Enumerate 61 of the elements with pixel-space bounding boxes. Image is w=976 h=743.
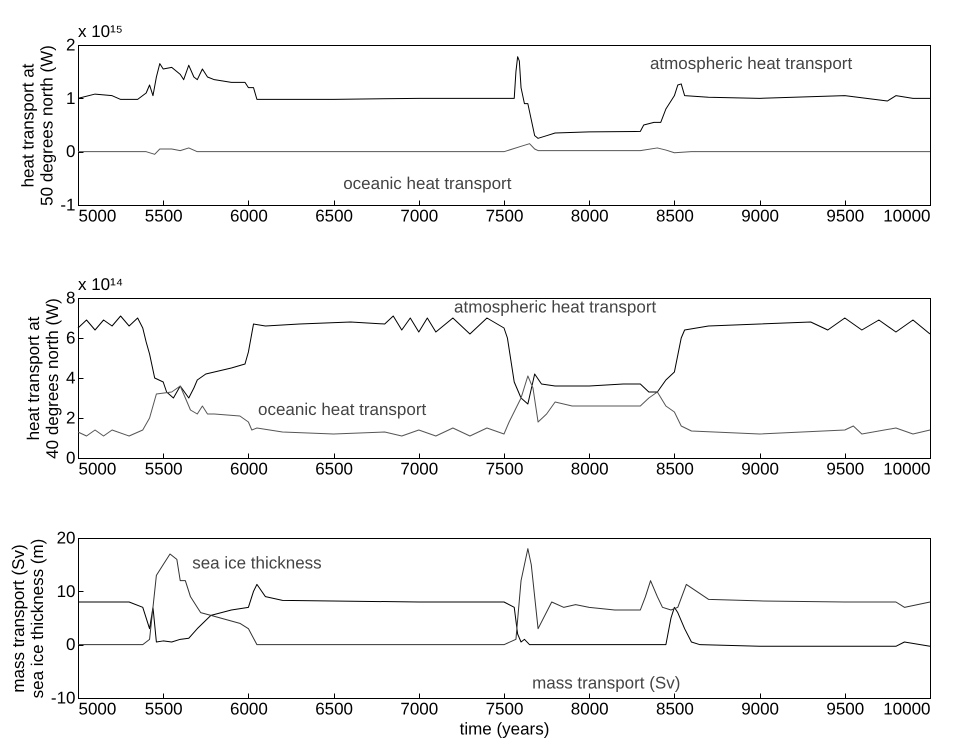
x-tick-label: 5500 — [144, 206, 183, 226]
y-axis-title: heat transport at 50 degrees north (W) — [18, 45, 56, 206]
y-tick-label: 1 — [66, 88, 76, 108]
x-tick-label: 7500 — [486, 700, 524, 718]
x-tick-label: 6000 — [230, 460, 268, 478]
x-tick-label: 8000 — [570, 460, 609, 478]
x-tick-label: 9000 — [741, 460, 780, 478]
x-tick-label: 6500 — [315, 700, 354, 718]
x-tick-label: 5500 — [144, 700, 183, 718]
text: x 10¹⁵ — [78, 22, 123, 41]
x-tick-label: 9000 — [741, 206, 780, 226]
y-tick-label: -1 — [60, 196, 76, 214]
y-tick-label: 0 — [66, 635, 76, 654]
y-tick-label: 0 — [66, 448, 76, 468]
y-tick-label: 2 — [66, 36, 76, 54]
x-tick-label: 8000 — [570, 206, 609, 226]
x-tick-label: 6000 — [230, 206, 268, 226]
x-tick-label: 5000 — [78, 460, 116, 478]
x-tick-label: 8500 — [656, 206, 694, 226]
x-axis-title: time (years) — [460, 720, 550, 738]
y-tick-label: 2 — [66, 408, 76, 428]
x-tick-label: 10000 — [883, 460, 930, 478]
x-tick-label: 7500 — [486, 206, 524, 226]
series-label: atmospheric heat transport — [454, 298, 657, 317]
x-tick-label: 5500 — [144, 460, 183, 478]
x-tick-label: 8500 — [656, 700, 694, 718]
x-tick-label: 8500 — [656, 460, 694, 478]
line-series — [78, 143, 930, 155]
x-tick-label: 7000 — [400, 460, 438, 478]
x-tick-label: 7000 — [400, 700, 438, 718]
series-label: sea ice thickness — [192, 554, 322, 573]
series-label: oceanic heat transport — [258, 400, 427, 419]
line-series — [78, 376, 930, 436]
x-tick-label: 10000 — [883, 206, 930, 226]
x-tick-label: 5000 — [78, 206, 116, 226]
y-tick-label: 6 — [66, 328, 76, 348]
text: x 10¹⁴ — [78, 275, 124, 294]
y-tick-label: 10 — [56, 582, 76, 601]
x-tick-label: 9500 — [826, 460, 864, 478]
x-tick-label: 7000 — [400, 206, 438, 226]
y-axis-title: mass transport (Sv) sea ice thickness (m) — [8, 538, 47, 698]
x-tick-label: 9500 — [826, 700, 864, 718]
y-tick-label: -10 — [50, 688, 76, 708]
x-tick-label: 8000 — [570, 700, 609, 718]
x-tick-label: 10000 — [883, 700, 930, 718]
series-label: mass transport (Sv) — [532, 674, 680, 693]
x-tick-label: 6000 — [230, 700, 268, 718]
x-tick-label: 5000 — [78, 700, 116, 718]
y-axis-title: heat transport at 40 degrees north (W) — [24, 298, 62, 459]
x-tick-label: 6500 — [315, 460, 354, 478]
line-series — [78, 548, 930, 646]
y-tick-label: 20 — [56, 528, 76, 548]
x-tick-label: 9500 — [826, 206, 864, 226]
series-label: oceanic heat transport — [343, 174, 512, 194]
x-tick-label: 9000 — [741, 700, 780, 718]
y-tick-label: 4 — [66, 368, 76, 388]
y-tick-label: 0 — [66, 142, 76, 162]
x-tick-label: 6500 — [315, 206, 354, 226]
y-tick-label: 8 — [66, 288, 76, 308]
x-tick-label: 7500 — [486, 460, 524, 478]
series-label: atmospheric heat transport — [650, 54, 852, 74]
